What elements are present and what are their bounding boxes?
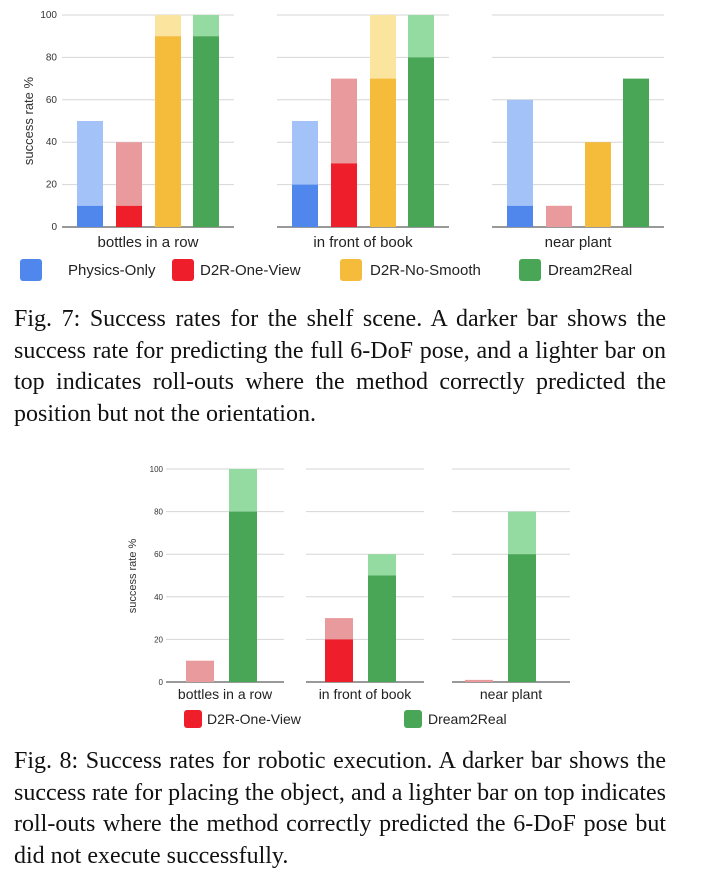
y-tick-label: 100 [150, 465, 164, 474]
legend-swatch-d2r-no-smooth [340, 259, 362, 281]
bar-d2r-no-smooth-near-plant-full-pose [585, 142, 611, 227]
bar-dream2real-near-plant-placed [508, 554, 536, 682]
bar-dream2real-near-plant-full-pose [623, 78, 649, 227]
y-tick-label: 20 [154, 635, 163, 644]
legend-label-d2r-no-smooth: D2R-No-Smooth [370, 262, 481, 279]
bar-physics-only-near-plant-position-only [507, 99, 533, 206]
x-category-label: in front of book [313, 234, 413, 251]
y-axis-label: success rate % [127, 538, 139, 613]
figure-7-chart: 0 20 40 60 80 100 success rate % bottles in a r… [20, 10, 664, 281]
bar-d2r-one-view-in-front-of-book-placed [325, 639, 353, 682]
x-category-label: near plant [545, 234, 613, 251]
bar-dream2real-in-front-of-book-full-pose [408, 57, 434, 228]
legend-swatch-dream2real [404, 710, 422, 728]
bar-physics-only-near-plant-full-pose [507, 205, 533, 227]
x-category-label: near plant [480, 686, 542, 702]
legend-swatch-dream2real [519, 259, 541, 281]
y-tick-label: 40 [46, 137, 58, 148]
bar-dream2real-bottles-in-a-row-pose-only [229, 469, 257, 512]
y-tick-label: 80 [154, 508, 163, 517]
legend-label-dream2real: Dream2Real [428, 711, 507, 727]
bar-dream2real-in-front-of-book-placed [368, 575, 396, 682]
bar-d2r-one-view-in-front-of-book-pose-only [325, 618, 353, 640]
bar-d2r-one-view-near-plant-pose-only [465, 679, 493, 682]
y-tick-label: 0 [51, 222, 57, 233]
bar-d2r-one-view-in-front-of-book-position-only [331, 78, 357, 164]
bar-d2r-one-view-bottles-in-a-row-pose-only [186, 660, 214, 682]
bar-d2r-one-view-in-front-of-book-full-pose [331, 163, 357, 227]
x-category-label: in front of book [319, 686, 413, 702]
bar-dream2real-in-front-of-book-pose-only [368, 554, 396, 576]
x-category-label: bottles in a row [178, 686, 273, 702]
x-category-label: bottles in a row [98, 234, 199, 251]
legend-label-physics-only: Physics-Only [68, 262, 156, 279]
bar-d2r-no-smooth-bottles-in-a-row-full-pose [155, 36, 181, 228]
y-tick-label: 60 [154, 550, 163, 559]
bar-d2r-one-view-bottles-in-a-row-full-pose [116, 205, 142, 227]
bar-d2r-no-smooth-bottles-in-a-row-position-only [155, 15, 181, 37]
bar-dream2real-bottles-in-a-row-placed [229, 511, 257, 682]
figure-8-caption: Fig. 8: Success rates for robotic execut… [14, 748, 666, 869]
figure-7-caption: Fig. 7: Success rates for the shelf scen… [14, 306, 666, 427]
bar-dream2real-bottles-in-a-row-position-only [193, 15, 219, 37]
y-tick-label: 40 [154, 593, 163, 602]
bar-d2r-no-smooth-in-front-of-book-full-pose [370, 78, 396, 227]
bar-physics-only-in-front-of-book-full-pose [292, 184, 318, 227]
legend-label-d2r-one-view: D2R-One-View [207, 711, 302, 727]
bar-physics-only-bottles-in-a-row-position-only [77, 121, 103, 206]
legend-swatch-d2r-one-view [184, 710, 202, 728]
bar-physics-only-bottles-in-a-row-full-pose [77, 205, 103, 227]
bar-dream2real-near-plant-pose-only [508, 511, 536, 555]
figure-8-chart: 0 20 40 60 80 100 success rate % bottles in a r… [127, 465, 570, 728]
y-tick-label: 80 [46, 52, 58, 63]
bar-physics-only-in-front-of-book-position-only [292, 121, 318, 185]
bar-dream2real-bottles-in-a-row-full-pose [193, 36, 219, 228]
y-tick-label: 20 [46, 180, 58, 191]
legend-swatch-physics-only [20, 259, 42, 281]
y-tick-label: 100 [40, 10, 57, 21]
y-tick-label: 60 [46, 95, 58, 106]
bar-d2r-one-view-near-plant-position-only [546, 205, 572, 227]
y-axis-label: success rate % [21, 76, 36, 165]
y-tick-label: 0 [159, 678, 164, 687]
bar-d2r-no-smooth-in-front-of-book-position-only [370, 15, 396, 79]
legend-label-dream2real: Dream2Real [548, 262, 632, 279]
legend-swatch-d2r-one-view [172, 259, 194, 281]
legend-label-d2r-one-view: D2R-One-View [200, 262, 301, 279]
bar-dream2real-in-front-of-book-position-only [408, 15, 434, 58]
bar-d2r-one-view-bottles-in-a-row-position-only [116, 142, 142, 206]
